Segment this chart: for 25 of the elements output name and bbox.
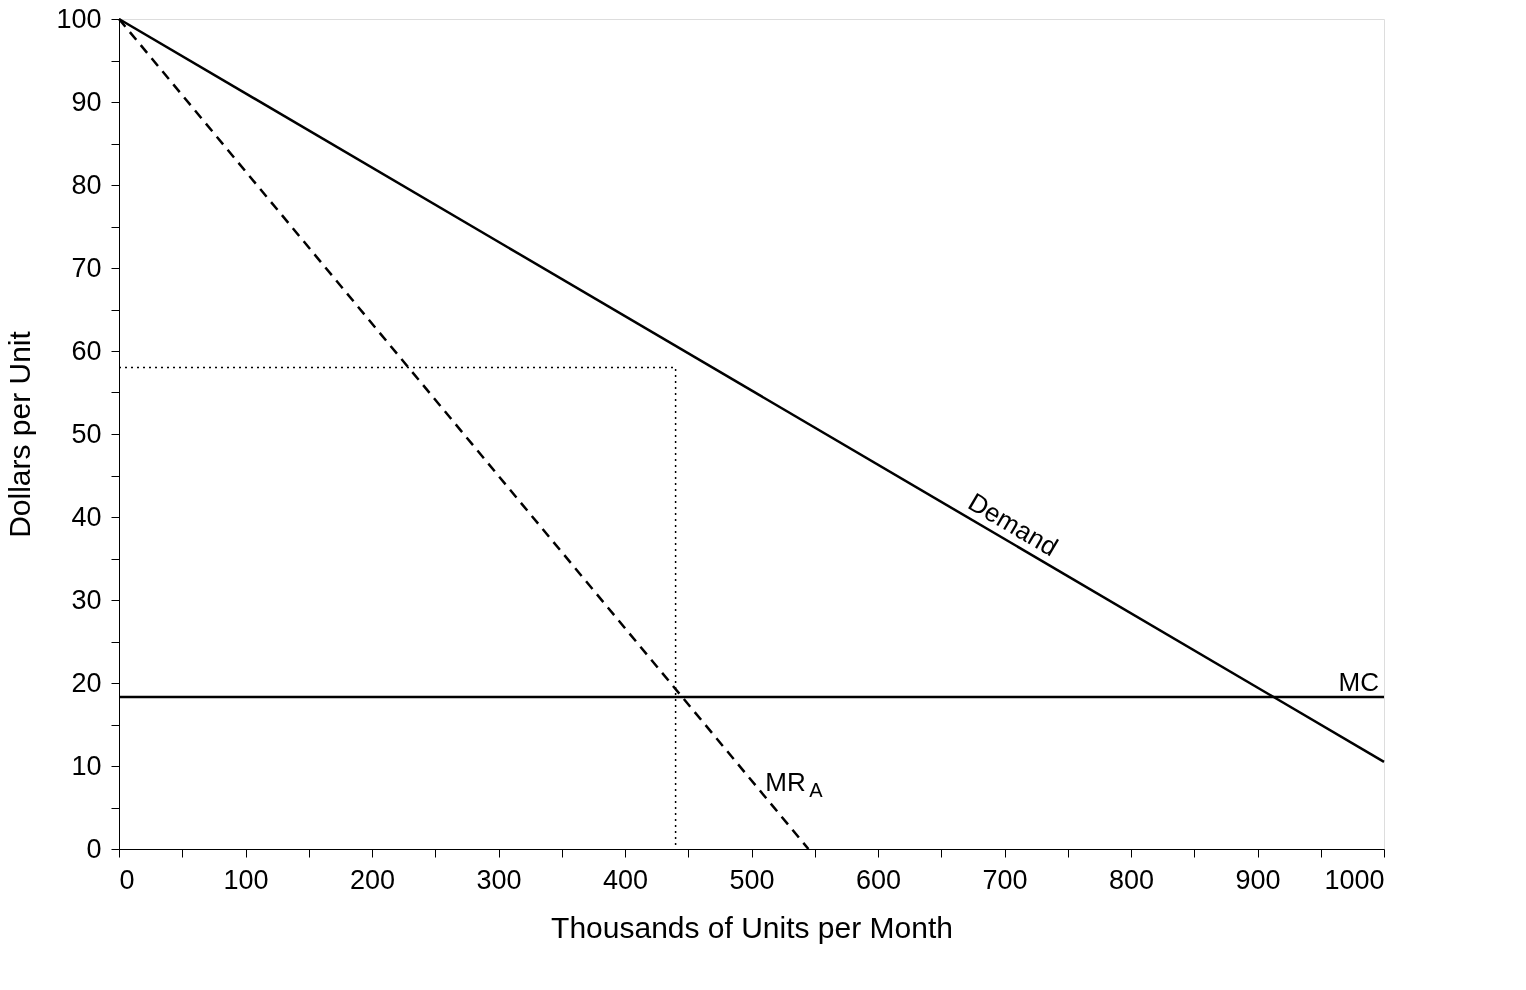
x-tick-label: 1000 xyxy=(1324,864,1385,895)
y-tick-label: 50 xyxy=(71,418,102,449)
y-tick-label: 60 xyxy=(71,335,102,366)
x-tick-label: 0 xyxy=(119,864,135,895)
y-tick-label: 100 xyxy=(56,3,102,34)
x-tick-label: 700 xyxy=(982,864,1028,895)
y-tick-label: 30 xyxy=(71,584,102,615)
x-tick-label: 100 xyxy=(223,864,269,895)
x-axis-title: Thousands of Units per Month xyxy=(551,910,953,944)
y-tick-label: 20 xyxy=(71,667,102,698)
y-tick-label: 40 xyxy=(71,501,102,532)
x-tick-label: 400 xyxy=(602,864,649,895)
y-axis-title: Dollars per Unit xyxy=(3,330,37,538)
series-label: MC xyxy=(1338,667,1379,698)
x-tick-label: 200 xyxy=(349,864,396,895)
y-tick-label: 80 xyxy=(71,169,102,200)
x-tick-label: 300 xyxy=(476,864,522,895)
x-tick-label: 500 xyxy=(729,864,775,895)
y-tick-label: 10 xyxy=(71,750,102,781)
x-tick-label: 900 xyxy=(1235,864,1281,895)
y-tick-label: 90 xyxy=(71,86,102,117)
x-tick-label: 600 xyxy=(855,864,902,895)
x-tick-label: 800 xyxy=(1108,864,1155,895)
y-tick-label: 0 xyxy=(86,833,102,864)
y-tick-label: 70 xyxy=(71,252,102,283)
